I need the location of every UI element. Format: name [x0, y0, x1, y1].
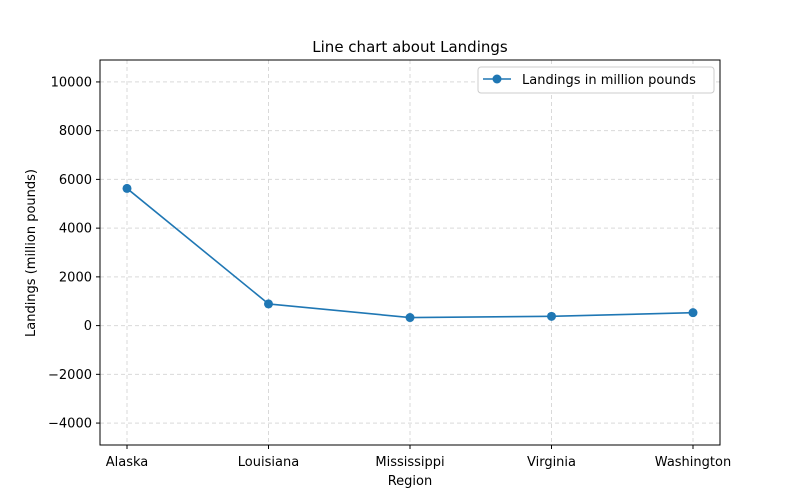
- legend-marker-swatch: [492, 74, 502, 84]
- legend-label: Landings in million pounds: [522, 73, 696, 88]
- x-tick-label: Louisiana: [238, 455, 299, 470]
- y-axis-label: Landings (million pounds): [24, 169, 39, 337]
- series-layer: [122, 183, 698, 323]
- y-tick-label: 4000: [59, 222, 92, 237]
- y-tick-label: −4000: [48, 417, 92, 432]
- x-tick-label: Mississippi: [375, 455, 444, 470]
- y-tick-label: 8000: [59, 124, 92, 139]
- x-tick-label: Alaska: [106, 455, 149, 470]
- y-tick-label: 2000: [59, 270, 92, 285]
- y-tick-label: 0: [84, 319, 92, 334]
- legend-box: [477, 66, 715, 94]
- y-tick-label: 6000: [59, 173, 92, 188]
- grid-lines: [100, 60, 720, 445]
- y-tick-label: −2000: [48, 368, 92, 383]
- legend: Landings in million pounds: [477, 66, 715, 94]
- data-point-alaska: [122, 183, 132, 193]
- data-point-virginia: [547, 311, 556, 321]
- x-axis-label: Region: [388, 474, 433, 489]
- x-axis-ticks: Alaska Louisiana Mississippi Virginia Washin…: [106, 445, 731, 470]
- x-tick-label: Virginia: [527, 455, 576, 470]
- data-point-mississippi: [405, 313, 415, 323]
- data-point-louisiana: [264, 299, 273, 309]
- data-point-washington: [688, 308, 698, 318]
- chart-title: Line chart about Landings: [312, 38, 508, 56]
- x-tick-label: Washington: [655, 455, 731, 470]
- y-axis-ticks: −4000 −2000 0 2000 4000 6000 8000 10000: [48, 75, 100, 432]
- y-tick-label: 10000: [51, 75, 92, 90]
